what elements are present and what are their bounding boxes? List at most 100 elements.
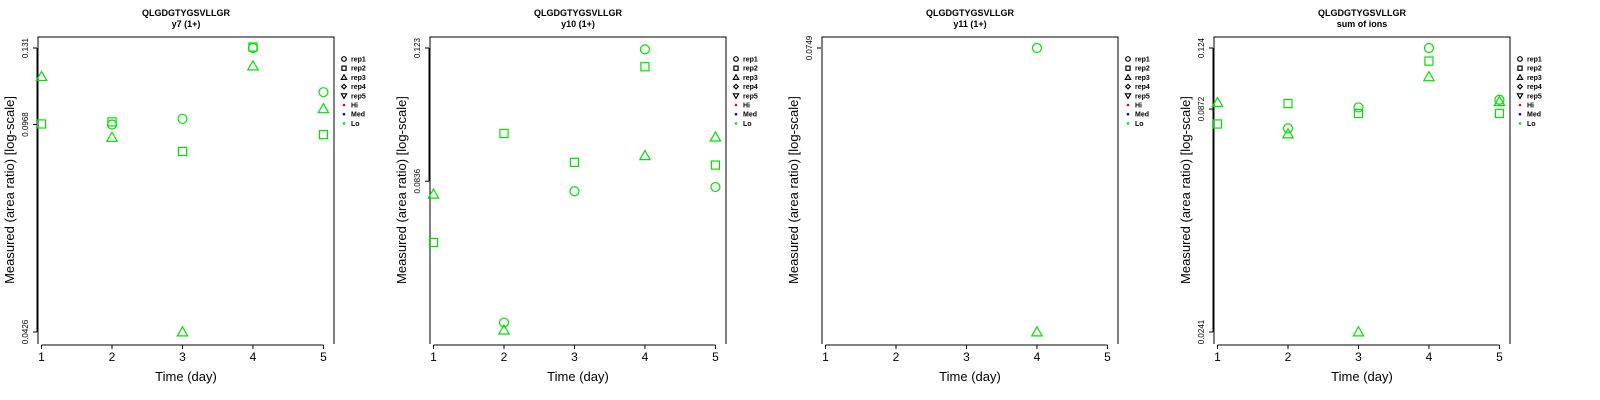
legend-label: Lo [1135, 121, 1144, 128]
legend-label: rep3 [351, 75, 366, 82]
data-point-rep3 [1030, 325, 1044, 337]
data-point-rep2 [1283, 98, 1293, 109]
plot-frame [1213, 36, 1511, 344]
legend-label: rep5 [351, 93, 366, 100]
data-point-rep1 [1423, 42, 1435, 54]
legend-symbol-rep4 [1516, 83, 1524, 90]
chart-title: QLGDGTYGSVLLGR [926, 8, 1015, 18]
legend-label: Med [351, 112, 365, 119]
y-tick-label: 0.0836 [413, 168, 422, 193]
legend-symbol-rep5 [340, 93, 348, 100]
y-tick-label: 0.0241 [1197, 319, 1206, 344]
legend-label: Med [1135, 112, 1149, 119]
legend-label: rep4 [351, 84, 366, 91]
legend-symbol-med [734, 112, 738, 116]
x-tick-label: 5 [1104, 350, 1111, 364]
data-point-rep3 [35, 70, 48, 82]
data-point-rep2 [1494, 108, 1505, 119]
legend-symbol-med [1126, 112, 1130, 116]
legend-label: rep1 [1527, 57, 1542, 64]
data-point-rep2 [36, 119, 47, 129]
legend-label: Hi [351, 103, 358, 110]
legend-symbol-rep2 [341, 65, 347, 71]
legend-label: Med [743, 112, 757, 119]
legend-symbol-rep2 [733, 65, 739, 71]
chart-subtitle: y10 (1+) [561, 19, 595, 29]
data-point-rep2 [1212, 119, 1223, 129]
legend-symbol-rep1 [733, 56, 739, 62]
data-point-rep3 [427, 187, 440, 199]
x-tick-label: 2 [1285, 350, 1292, 364]
legend-symbol-lo [1126, 122, 1130, 125]
plot-frame [37, 36, 335, 344]
legend-label: Med [1527, 112, 1541, 119]
y-axis-label: Measured (area ratio) [log-scale] [2, 96, 17, 284]
x-axis-label: Time (day) [155, 369, 217, 384]
x-tick-label: 2 [109, 350, 116, 364]
legend-symbol-rep1 [1125, 56, 1131, 62]
legend-symbol-rep2 [1125, 65, 1131, 71]
legend-label: rep1 [1135, 57, 1150, 64]
legend-symbol-rep4 [732, 83, 740, 90]
legend-symbol-rep3 [1124, 73, 1132, 80]
y-axis-label: Measured (area ratio) [log-scale] [394, 96, 409, 284]
data-point-rep3 [105, 130, 119, 142]
legend-symbol-rep2 [1517, 65, 1523, 71]
x-axis-label: Time (day) [1331, 369, 1393, 384]
legend-label: rep4 [1135, 84, 1150, 91]
chart-title: QLGDGTYGSVLLGR [1318, 8, 1407, 18]
legend-label: rep1 [351, 57, 366, 64]
legend-label: rep3 [1527, 75, 1542, 82]
legend-label: rep5 [743, 93, 758, 100]
data-point-rep1 [569, 186, 580, 197]
y-axis-label: Measured (area ratio) [log-scale] [786, 96, 801, 284]
data-point-rep2 [248, 42, 258, 52]
x-tick-label: 1 [822, 350, 829, 364]
x-tick-label: 2 [893, 350, 900, 364]
y-tick-label: 0.0749 [805, 35, 814, 60]
data-point-rep3 [709, 130, 722, 142]
data-point-rep1 [1031, 42, 1043, 54]
legend-label: Lo [1527, 121, 1536, 128]
legend-symbol-rep1 [341, 56, 347, 62]
legend-label: rep1 [743, 57, 758, 64]
legend-label: rep5 [1135, 93, 1150, 100]
legend-label: rep3 [743, 75, 758, 82]
data-point-rep3 [246, 59, 260, 71]
data-point-rep2 [107, 117, 117, 127]
legend-label: Hi [1527, 103, 1534, 110]
data-point-rep3 [1422, 70, 1436, 82]
x-tick-label: 4 [250, 350, 257, 364]
legend-symbol-rep3 [732, 73, 740, 80]
x-tick-label: 3 [571, 350, 578, 364]
data-point-rep1 [1282, 123, 1294, 134]
chart-title: QLGDGTYGSVLLGR [142, 8, 231, 18]
chart-title: QLGDGTYGSVLLGR [534, 8, 623, 18]
legend-symbol-lo [734, 122, 738, 125]
data-point-rep1 [1353, 102, 1364, 113]
legend-symbol-hi [1126, 103, 1130, 107]
x-tick-label: 5 [712, 350, 719, 364]
y-axis-label: Measured (area ratio) [log-scale] [1178, 96, 1193, 284]
chart-subtitle: y11 (1+) [953, 19, 986, 29]
legend-symbol-rep3 [1516, 73, 1524, 80]
x-tick-label: 5 [320, 350, 327, 364]
data-point-rep3 [317, 102, 330, 114]
legend-label: rep2 [351, 66, 366, 73]
legend-label: rep2 [1527, 66, 1542, 73]
data-point-rep3 [638, 149, 652, 161]
x-tick-label: 1 [430, 350, 437, 364]
data-point-rep3 [1211, 96, 1224, 108]
data-point-rep2 [1353, 108, 1364, 119]
legend-symbol-rep4 [340, 83, 348, 90]
plot-frame [429, 36, 727, 344]
data-point-rep2 [428, 237, 439, 248]
data-point-rep1 [498, 317, 510, 328]
data-point-rep2 [569, 157, 580, 167]
legend-symbol-rep4 [1124, 83, 1132, 90]
legend-symbol-rep1 [1517, 56, 1523, 62]
